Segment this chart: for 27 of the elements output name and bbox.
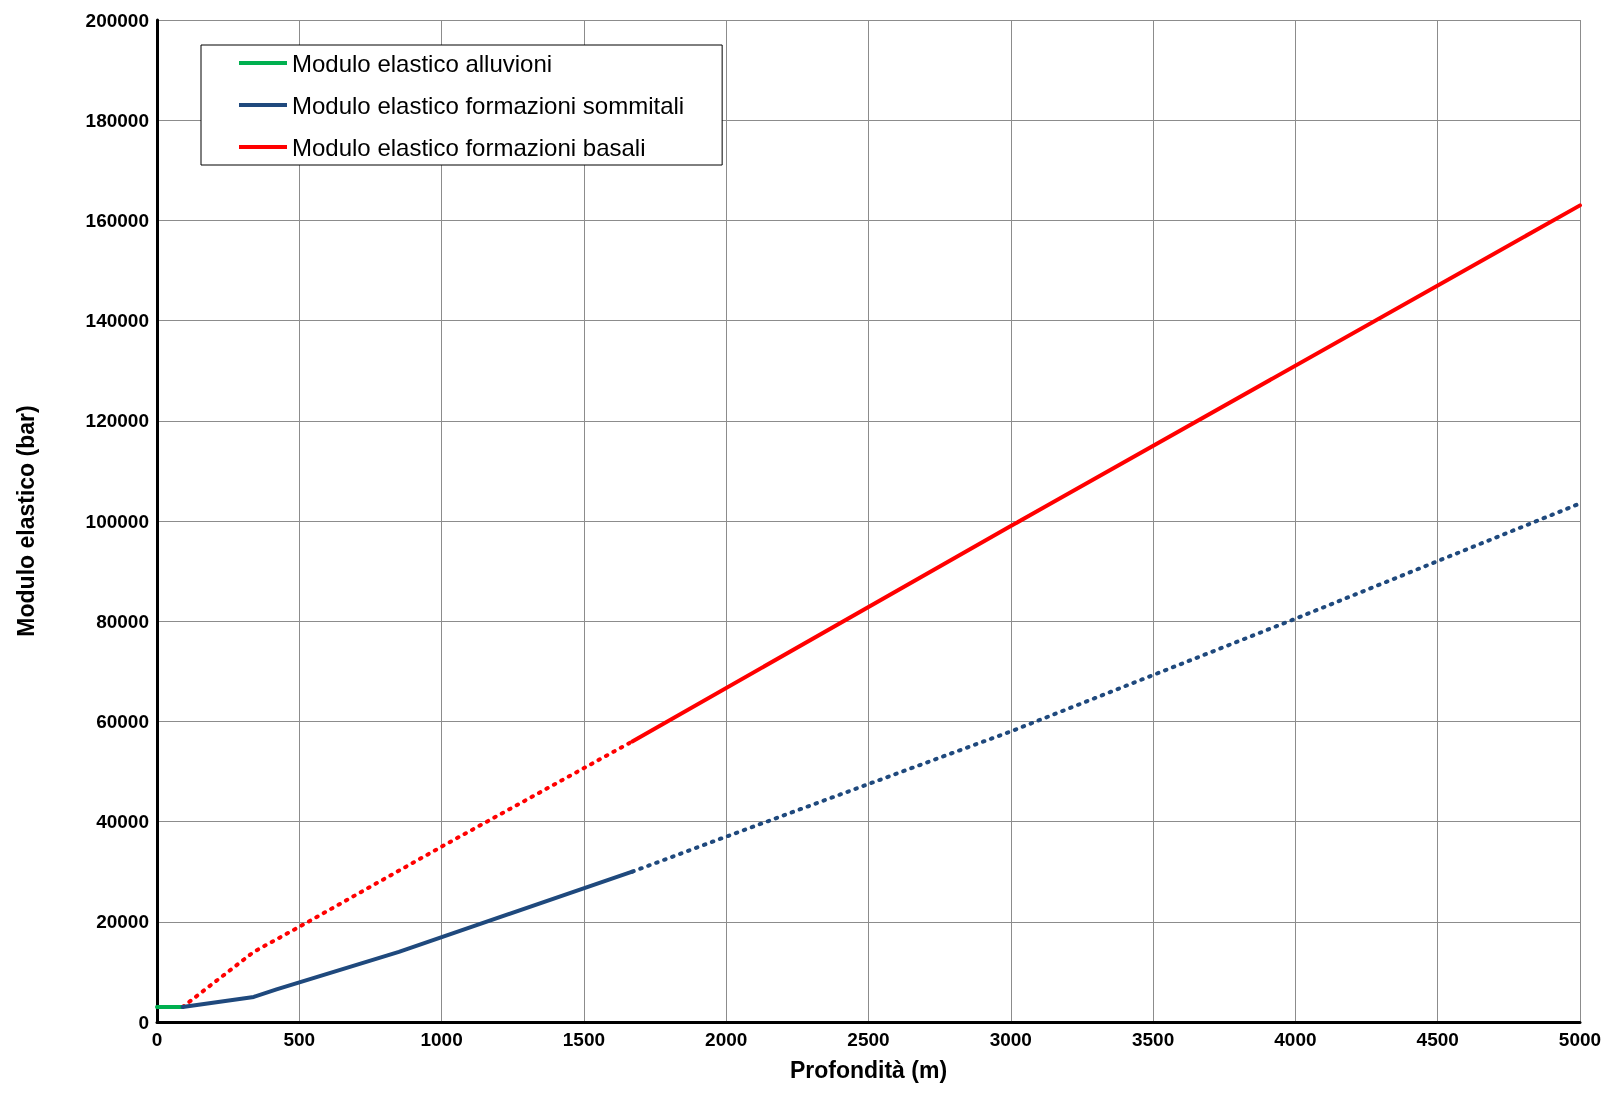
y-tick-label: 100000	[85, 510, 149, 532]
y-tick-label: 0	[138, 1011, 149, 1033]
y-tick-label: 80000	[96, 610, 149, 632]
y-tick-label: 20000	[96, 911, 149, 933]
x-tick-label: 4000	[1274, 1029, 1317, 1050]
x-tick-label: 3500	[1131, 1029, 1175, 1050]
y-tick-label: 40000	[96, 811, 149, 833]
legend-label: Modulo elastico alluvioni	[292, 49, 553, 77]
x-tick-label: 3000	[989, 1029, 1032, 1050]
legend-label: Modulo elastico formazioni basali	[292, 133, 646, 161]
legend-label: Modulo elastico formazioni sommitali	[292, 91, 685, 119]
y-tick-label: 160000	[85, 209, 149, 231]
x-tick-label: 5000	[1558, 1029, 1602, 1050]
x-tick-label: 1000	[420, 1029, 463, 1050]
y-tick-label: 60000	[96, 710, 149, 732]
x-tick-label: 500	[283, 1029, 316, 1050]
x-axis-title: Profondità (m)	[789, 1056, 948, 1083]
x-tick-label: 2000	[705, 1029, 748, 1050]
x-tick-label: 2500	[847, 1029, 890, 1050]
y-tick-label: 180000	[85, 109, 149, 131]
x-tick-label: 0	[151, 1029, 163, 1050]
y-axis-title: Modulo elastico (bar)	[12, 405, 39, 637]
y-tick-label: 200000	[85, 9, 149, 31]
x-tick-label: 4500	[1416, 1029, 1459, 1050]
y-tick-label: 140000	[85, 310, 149, 332]
x-tick-label: 1500	[562, 1029, 606, 1050]
y-tick-label: 120000	[85, 410, 149, 432]
